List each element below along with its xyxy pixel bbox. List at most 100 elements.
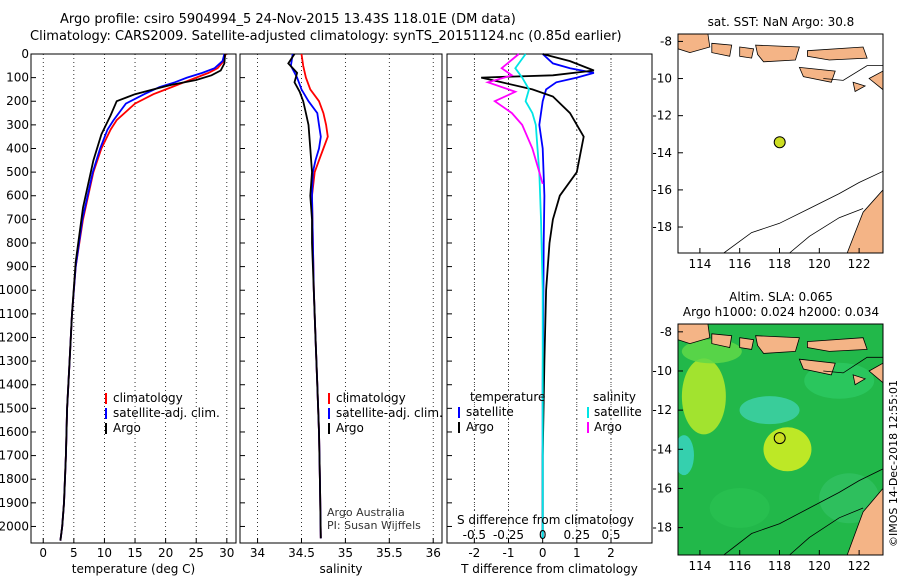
- panel-frame: [30, 53, 237, 544]
- credit-note: PI: Susan Wijffels: [327, 519, 421, 532]
- x-tick-label: 118: [768, 559, 791, 573]
- y-tick-label: 1200: [0, 330, 29, 344]
- y-tick-label: -14: [652, 146, 672, 160]
- x-tick-label: 122: [848, 559, 871, 573]
- x-tick-label: 35: [338, 546, 353, 560]
- series-line-temperature-satellite: [538, 53, 595, 539]
- landmass: [807, 337, 868, 352]
- diff-legend-label: satellite: [594, 405, 642, 419]
- y-tick-label: -8: [660, 34, 672, 48]
- isobath-contour: [823, 65, 883, 81]
- x-tick-label: 34.5: [288, 546, 315, 560]
- sla-anomaly-patch: [681, 358, 726, 435]
- landmass: [868, 70, 883, 91]
- panel-differences: -2 -1 0 1 2 T difference from climatology: [446, 53, 653, 576]
- landmass: [846, 487, 883, 555]
- y-tick-label: 200: [6, 94, 29, 108]
- y-tick-label: -16: [652, 481, 672, 495]
- series-line-climatology: [59, 53, 227, 541]
- series-line-salinity-Argo: [485, 53, 544, 185]
- y-tick-label: 0: [21, 47, 29, 61]
- argo-position-marker: [773, 136, 786, 149]
- y-tick-label: 1800: [0, 472, 29, 486]
- series-line-satellite-adj.-clim.: [59, 53, 226, 541]
- x-tick-label: 2: [607, 546, 615, 560]
- x-tick-label-secondary: -0.5: [463, 528, 486, 542]
- sla-map: 114 116 118 120 122 -8 -10 -12 -14 -16 -18: [652, 323, 884, 573]
- landmass: [678, 34, 711, 54]
- x-tick-label: 10: [97, 546, 112, 560]
- y-tick-label: 1700: [0, 449, 29, 463]
- y-tick-label: 600: [6, 189, 29, 203]
- argo-position-marker: [773, 432, 786, 445]
- x-tick-label: 15: [127, 546, 142, 560]
- x-tick-label-secondary: 0: [539, 528, 547, 542]
- salinity-legend-label: climatology: [336, 391, 406, 405]
- x-axis-label-secondary: S difference from climatology: [457, 513, 634, 527]
- x-tick-label: 30: [219, 546, 234, 560]
- landmass: [807, 46, 868, 61]
- landmass: [739, 337, 755, 350]
- x-axis-label: T difference from climatology: [460, 562, 638, 576]
- x-tick-label: 116: [728, 257, 751, 271]
- landmass: [678, 324, 711, 345]
- x-tick-label: 1: [573, 546, 581, 560]
- y-tick-label: 1500: [0, 401, 29, 415]
- sla-anomaly-patch: [739, 396, 800, 425]
- landmass: [852, 81, 867, 93]
- y-tick-label: 1600: [0, 425, 29, 439]
- x-tick-label-secondary: 0.5: [601, 528, 620, 542]
- y-tick-label: -10: [652, 72, 672, 86]
- y-tick-label: -18: [652, 220, 672, 234]
- salinity-legend-label: satellite-adj. clim.: [336, 406, 443, 420]
- y-tick-label: 1000: [0, 283, 29, 297]
- x-tick-label: 114: [688, 257, 711, 271]
- x-tick-label: 5: [70, 546, 78, 560]
- y-tick-label: 900: [6, 260, 29, 274]
- plot-title-line2: Climatology: CARS2009. Satellite-adjuste…: [30, 29, 622, 44]
- x-tick-label: 120: [808, 559, 831, 573]
- y-tick-label: 1300: [0, 354, 29, 368]
- x-tick-label: 114: [688, 559, 711, 573]
- sla-map-subtitle: Argo h1000: 0.024 h2000: 0.034: [683, 305, 879, 319]
- y-tick-label: 300: [6, 118, 29, 132]
- x-tick-label-secondary: 0.25: [563, 528, 590, 542]
- x-tick-label: 0: [39, 546, 47, 560]
- series-line-satellite-adj.-clim.: [289, 53, 322, 539]
- y-tick-label: 1400: [0, 378, 29, 392]
- series-line-salinity-satellite: [514, 53, 544, 539]
- y-tick-label: -12: [652, 109, 672, 123]
- temperature-legend-label: climatology: [113, 391, 183, 405]
- panel-frame: [446, 53, 653, 544]
- x-tick-label: 35.5: [376, 546, 403, 560]
- x-tick-label: 120: [808, 257, 831, 271]
- y-tick-label: 400: [6, 141, 29, 155]
- panel-salinity: 34 34.5 35 35.5 36 salinity: [239, 53, 443, 576]
- credit-note: Argo Australia: [327, 506, 405, 519]
- y-tick-label: -10: [652, 364, 672, 378]
- isobath-contour: [789, 208, 864, 253]
- series-line-Argo: [59, 53, 226, 541]
- series-line-temperature-Argo: [480, 53, 595, 539]
- y-tick-label: -8: [660, 325, 672, 339]
- landmass: [868, 362, 883, 384]
- landmass: [846, 189, 883, 253]
- x-axis-label: temperature (deg C): [72, 562, 195, 576]
- y-tick-label: -14: [652, 442, 672, 456]
- x-tick-label: 122: [848, 257, 871, 271]
- y-tick-label: 100: [6, 71, 29, 85]
- x-tick-label-secondary: -0.25: [493, 528, 524, 542]
- y-tick-label: 500: [6, 165, 29, 179]
- sla-map-title: Altim. SLA: 0.065: [729, 290, 833, 304]
- diff-legend-label: satellite: [466, 405, 514, 419]
- panel-frame: [239, 53, 443, 544]
- landmass: [755, 335, 800, 354]
- x-tick-label: -2: [468, 546, 480, 560]
- x-tick-label: 36: [426, 546, 441, 560]
- imos-credit: ©IMOS 14-Dec-2018 12:55:01: [887, 380, 900, 547]
- y-tick-label: -16: [652, 183, 672, 197]
- y-tick-label: 800: [6, 236, 29, 250]
- landmass: [739, 46, 755, 59]
- temperature-legend-label: Argo: [113, 421, 141, 435]
- y-tick-label: 2000: [0, 519, 29, 533]
